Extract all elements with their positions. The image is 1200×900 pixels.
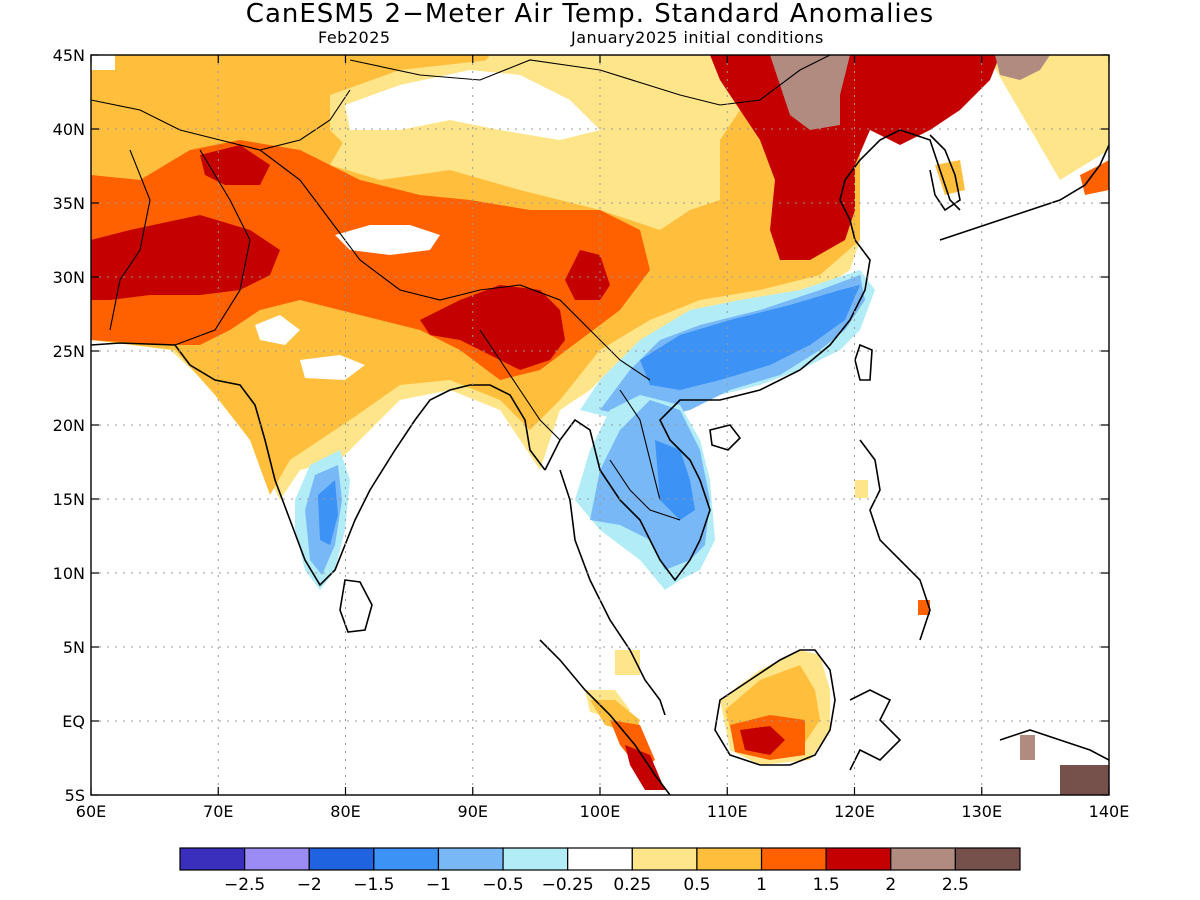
tick-label-lat: 5N [63, 638, 85, 657]
anomaly-region-newguinea-brown [1060, 765, 1109, 795]
anomaly-region-northeast-red [710, 55, 1000, 260]
anomaly-region-indochina-blue [590, 400, 710, 570]
colorbar-swatch [825, 847, 892, 871]
colorbar-label: 1.5 [813, 875, 840, 895]
coastline-india [91, 342, 546, 587]
tick-label-lat: 25N [53, 342, 85, 361]
colorbar-swatch [760, 847, 827, 871]
colorbar-swatch [890, 847, 956, 871]
anomaly-region-korea-brown [995, 55, 1050, 80]
tick-label-lat: 10N [53, 564, 85, 583]
border-myanmar [479, 329, 561, 441]
colorbar-label: 0.5 [683, 875, 710, 895]
colorbar-swatch [373, 847, 440, 871]
coastline-sumatra [539, 639, 671, 795]
map-title: CanESM5 2−Meter Air Temp. Standard Anoma… [245, 0, 935, 29]
coastline-philippines [859, 439, 931, 641]
colorbar-label: −0.5 [482, 875, 523, 895]
tick-label-lat: 15N [53, 490, 85, 509]
colorbar-swatch [954, 847, 1021, 871]
colorbar: −2.5 −2 −1.5 −1 −0.5 −0.25 0.25 0.5 1 1.5 2 2.5 [179, 847, 1021, 895]
colorbar-swatch [437, 847, 504, 871]
colorbar-swatch [631, 847, 698, 871]
border-thailand-cambodia [609, 459, 681, 521]
anomaly-region-philippines-orange [918, 600, 930, 615]
tick-label-lon: 140E [1089, 802, 1130, 821]
colorbar-label: −2.5 [224, 875, 265, 895]
tick-label-lon: 60E [76, 802, 106, 821]
colorbar-label: 1 [756, 875, 767, 895]
tick-label-lon: 90E [458, 802, 488, 821]
tick-label-lon: 70E [203, 802, 233, 821]
anomaly-region-iran-white [91, 55, 115, 70]
anomaly-region-white-hole-1 [335, 225, 440, 255]
anomaly-region-south-india-mid-blue [318, 480, 338, 545]
border-laos-vietnam [619, 389, 661, 501]
coastline-indochina [544, 129, 961, 582]
initial-conditions: January2025 initial conditions [571, 28, 824, 47]
colorbar-label: 2.5 [942, 875, 969, 895]
border-pakistan-india [174, 149, 251, 346]
coastline-srilanka [339, 579, 373, 633]
anomaly-region-south-china-mid-blue [640, 285, 860, 390]
tick-label-lon: 80E [330, 802, 360, 821]
coastline-japan [939, 144, 1109, 241]
coastlines [91, 129, 1109, 795]
tick-label-lon: 100E [580, 802, 621, 821]
colorbar-label: 0.25 [613, 875, 651, 895]
tick-label-lon: 120E [834, 802, 875, 821]
anomaly-region-sichuan-red [565, 250, 610, 300]
tick-label-lat: EQ [62, 712, 85, 731]
colorbar-swatch [696, 847, 763, 871]
colorbar-label: −1 [426, 875, 451, 895]
coastline-newguinea [999, 729, 1109, 761]
tick-label-lat: 40N [53, 120, 85, 139]
tick-label-lon: 130E [961, 802, 1002, 821]
coastline-taiwan [854, 343, 873, 381]
colorbar-label: −1.5 [353, 875, 394, 895]
anomaly-region-philippines-light [855, 480, 868, 498]
anomaly-region-japan-orange [1080, 160, 1109, 195]
country-borders [91, 55, 831, 521]
colorbar-swatch [244, 847, 310, 871]
anomaly-region-northeast-brown [770, 55, 850, 130]
coastline-malay-peninsula [559, 469, 666, 716]
colorbar-swatch [179, 847, 246, 871]
axis-ticks: 60E 70E 80E 90E 100E 110E 120E 130E 140E 45N 40N 35… [53, 46, 1130, 821]
border-china-north [349, 55, 831, 106]
anomaly-region-afghan-red [200, 145, 270, 185]
coastline-borneo [714, 649, 836, 766]
anomaly-region-newguinea-spot [1020, 735, 1035, 760]
anomaly-region-white-hole-2 [255, 315, 300, 345]
border-central-asia [91, 89, 351, 151]
colorbar-label: 2 [885, 875, 896, 895]
anomaly-region-indochina-mid-blue [655, 440, 695, 520]
coastline-hainan [709, 424, 742, 451]
colorbar-label: −2 [297, 875, 322, 895]
tick-label-lat: 20N [53, 416, 85, 435]
valid-month: Feb2025 [318, 28, 391, 47]
colorbar-swatch [502, 847, 569, 871]
anomaly-region-pakistan-red [91, 215, 280, 300]
colorbar-swatch [308, 847, 375, 871]
tick-label-lat: 30N [53, 268, 85, 287]
anomaly-region-borneo-red [740, 726, 785, 755]
tick-label-lat: 45N [53, 46, 85, 65]
border-iran-afghan [109, 149, 151, 331]
border-china-west [259, 149, 651, 381]
colorbar-swatch [567, 847, 633, 871]
anomaly-region-sumatra-red [625, 745, 665, 790]
gridlines [91, 55, 1109, 795]
anomaly-region-white-hole-3 [300, 355, 365, 380]
tick-label-lon: 110E [707, 802, 748, 821]
coastline-korea [929, 134, 961, 212]
colorbar-label: −0.25 [542, 875, 594, 895]
tick-label-lat: 35N [53, 194, 85, 213]
anomaly-region-bangladesh-red [420, 285, 565, 370]
coastline-sulawesi [849, 689, 902, 771]
tick-label-lat: 5S [65, 786, 85, 805]
